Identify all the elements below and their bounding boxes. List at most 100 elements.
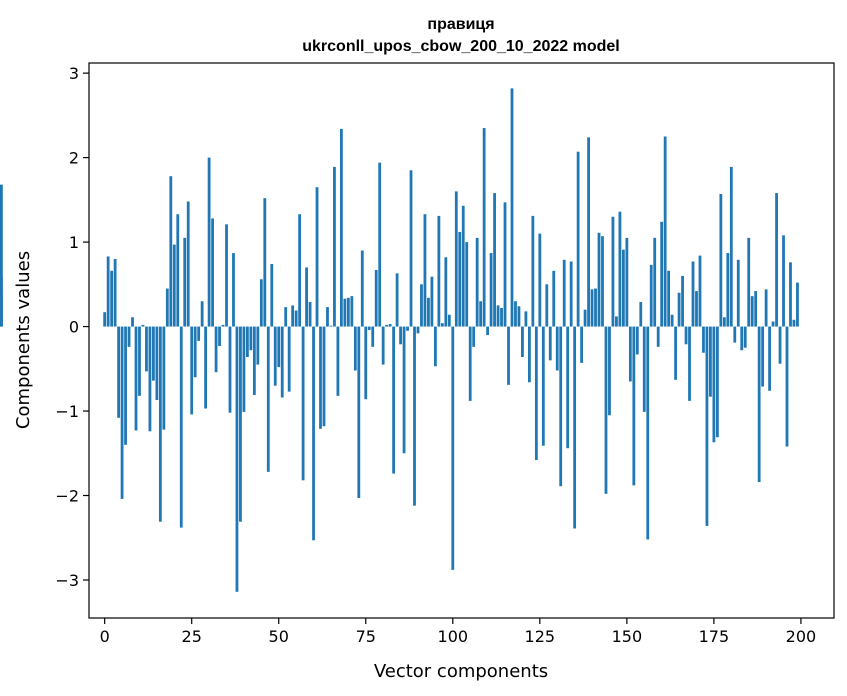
bar [702, 326, 705, 353]
bar [211, 218, 214, 327]
bar [263, 198, 267, 327]
bar [639, 302, 643, 327]
bar [266, 326, 270, 472]
bar [312, 326, 315, 541]
bar [141, 324, 145, 327]
bar [545, 284, 549, 327]
bar [479, 301, 483, 327]
bar [416, 326, 420, 334]
bar [552, 270, 556, 327]
bar [315, 187, 319, 327]
x-tick-label: 50 [269, 627, 289, 646]
bar [576, 151, 580, 327]
bar [374, 269, 378, 327]
bar [326, 307, 329, 327]
y-tick-label: −1 [55, 402, 79, 421]
bar [712, 326, 716, 443]
bar [729, 166, 733, 327]
bar [566, 326, 570, 449]
bar [402, 326, 406, 454]
bar [340, 128, 343, 327]
bar [294, 310, 298, 327]
bar [395, 273, 399, 327]
bar [698, 255, 702, 327]
bar [531, 215, 535, 327]
bar [232, 253, 235, 327]
bar [688, 326, 691, 401]
bar [353, 326, 357, 371]
bar [750, 296, 754, 327]
bar [594, 288, 597, 327]
chart-title: правиця [427, 16, 494, 33]
bar [580, 326, 583, 363]
bar [110, 270, 114, 327]
bar [635, 326, 639, 355]
bar [656, 326, 660, 347]
bar [726, 253, 730, 327]
bar [193, 326, 197, 378]
bar [204, 326, 208, 409]
bar [200, 301, 204, 327]
bar [392, 326, 396, 474]
bar [381, 326, 385, 365]
bar [496, 305, 500, 327]
bar [134, 326, 138, 431]
bar [350, 296, 354, 327]
x-tick-label: 150 [612, 627, 643, 646]
bar [239, 326, 242, 522]
bar [179, 326, 183, 528]
bar [660, 221, 664, 327]
bar [754, 291, 758, 327]
bar [155, 326, 159, 401]
bar [789, 262, 792, 327]
bar [437, 215, 441, 327]
bar [691, 261, 695, 327]
bar [601, 236, 604, 327]
bar [145, 326, 148, 372]
bar [642, 326, 646, 412]
bar [590, 289, 594, 327]
bar [569, 261, 573, 327]
bars-group [0, 88, 799, 592]
bar [611, 216, 615, 327]
bar [367, 326, 371, 330]
bar [625, 237, 629, 327]
bar [172, 244, 176, 327]
bar [242, 326, 246, 412]
bar [385, 324, 389, 327]
bar [534, 326, 538, 461]
bar [246, 326, 249, 357]
bar [420, 284, 423, 327]
bar [319, 326, 322, 429]
y-tick-label: 3 [69, 64, 79, 83]
bar [768, 326, 771, 391]
bar [587, 137, 590, 327]
bar [458, 231, 462, 327]
chart-subtitle: ukrconll_upos_cbow_200_10_2022 model [302, 38, 619, 55]
bar [113, 258, 117, 327]
bar [190, 326, 194, 415]
bar [461, 205, 465, 327]
bar [618, 211, 622, 327]
bar [152, 326, 155, 381]
bar [371, 326, 375, 347]
bar [548, 326, 552, 361]
bar [252, 326, 256, 395]
bar [176, 214, 180, 327]
bar [715, 326, 719, 438]
bar [291, 305, 295, 327]
bar [162, 326, 166, 430]
bar [127, 326, 131, 347]
bar [562, 259, 566, 327]
bar [500, 307, 503, 327]
bar [514, 301, 517, 327]
bar [120, 326, 124, 499]
bar [782, 235, 785, 327]
bar [667, 270, 671, 327]
bar [646, 326, 650, 540]
bar [608, 326, 611, 416]
bar [333, 166, 336, 327]
bar [270, 264, 274, 327]
